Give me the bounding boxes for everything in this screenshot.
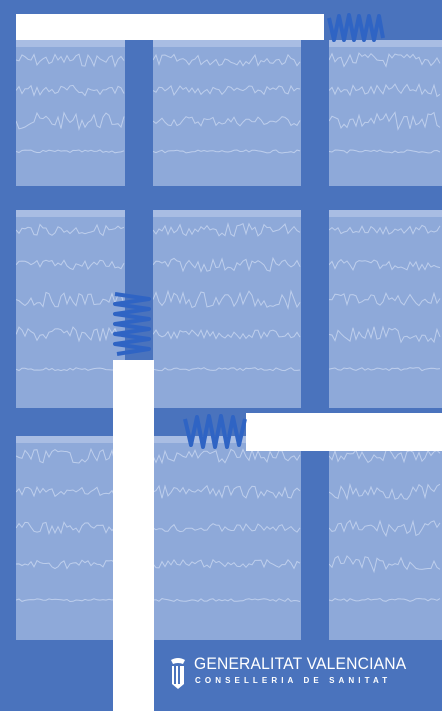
eeg-trace <box>153 597 301 602</box>
eeg-trace <box>329 149 441 154</box>
eeg-trace <box>153 328 301 340</box>
eeg-panel <box>16 210 125 408</box>
eeg-panel <box>153 210 301 408</box>
eeg-panel <box>16 436 125 640</box>
eeg-trace <box>16 259 125 271</box>
eeg-traces <box>329 52 441 154</box>
eeg-traces <box>329 224 441 372</box>
logo-name: GENERALITAT VALENCIANA <box>194 654 407 673</box>
eeg-traces <box>153 221 301 372</box>
eeg-trace <box>329 82 441 98</box>
eeg-trace <box>153 256 301 273</box>
eeg-trace <box>329 482 441 501</box>
eeg-trace <box>329 448 441 464</box>
eeg-trace <box>329 325 441 344</box>
eeg-trace <box>329 555 441 574</box>
eeg-trace <box>329 291 441 307</box>
eeg-traces <box>329 448 441 602</box>
eeg-trace <box>16 111 125 132</box>
eeg-trace <box>329 519 441 538</box>
top-white-bar <box>16 14 324 40</box>
panel-band <box>153 210 301 217</box>
spring-horizontal-icon <box>183 414 247 449</box>
logo-department: CONSELLERIA DE SANITAT <box>195 676 392 685</box>
eeg-trace <box>16 367 125 372</box>
eeg-trace <box>153 289 301 311</box>
generalitat-logo: GENERALITAT VALENCIANA CONSELLERIA DE SA… <box>168 654 430 696</box>
eeg-trace <box>153 84 301 97</box>
eeg-traces <box>153 448 301 602</box>
eeg-trace <box>153 149 301 154</box>
eeg-panel <box>153 40 301 186</box>
eeg-trace <box>329 52 441 68</box>
eeg-traces <box>16 53 125 154</box>
eeg-traces <box>16 223 125 372</box>
coat-of-arms-icon <box>171 658 185 689</box>
eeg-trace <box>153 448 301 465</box>
eeg-trace <box>16 485 125 498</box>
eeg-trace <box>16 559 125 570</box>
panel-band <box>153 40 301 47</box>
eeg-trace <box>153 523 301 533</box>
eeg-trace <box>153 367 301 372</box>
eeg-trace <box>16 53 125 68</box>
eeg-panel <box>329 210 442 408</box>
eeg-traces <box>153 53 301 154</box>
eeg-trace <box>329 258 441 272</box>
eeg-trace <box>16 447 125 464</box>
eeg-trace <box>153 221 301 237</box>
eeg-panel <box>329 436 442 640</box>
horizontal-white-bar <box>246 413 442 451</box>
eeg-trace <box>153 116 301 127</box>
eeg-panel <box>329 40 442 186</box>
eeg-trace <box>16 326 125 343</box>
eeg-trace <box>329 224 441 235</box>
eeg-trace <box>16 291 125 308</box>
eeg-trace <box>16 521 125 536</box>
eeg-trace <box>16 598 125 603</box>
eeg-trace <box>153 558 301 570</box>
panel-band <box>16 436 125 443</box>
eeg-panel <box>16 40 125 186</box>
eeg-trace <box>16 223 125 237</box>
eeg-trace <box>329 597 441 602</box>
eeg-trace <box>16 84 125 97</box>
spring-vertical-icon <box>113 292 151 356</box>
panel-band <box>16 210 125 217</box>
eeg-traces <box>16 447 125 603</box>
panel-band <box>329 210 442 217</box>
eeg-trace <box>16 149 125 154</box>
spring-top-icon <box>327 13 385 42</box>
eeg-trace <box>329 367 441 372</box>
panel-band <box>16 40 125 47</box>
eeg-trace <box>153 484 301 500</box>
eeg-trace <box>153 53 301 67</box>
eeg-trace <box>329 111 441 131</box>
eeg-panel <box>153 436 301 640</box>
panel-band <box>329 40 442 47</box>
vertical-white-bar <box>113 360 154 711</box>
